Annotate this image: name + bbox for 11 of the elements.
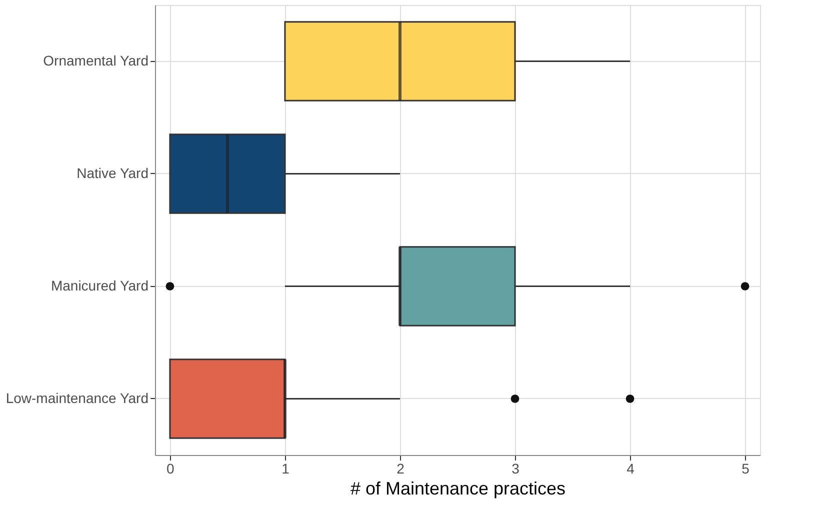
x-tick-label: 3 <box>512 460 520 476</box>
y-tick-label: Low-maintenance Yard <box>6 390 148 406</box>
x-tick-label: 0 <box>166 460 175 476</box>
y-tick-label: Manicured Yard <box>50 277 148 294</box>
x-tick-label: 2 <box>396 460 405 476</box>
y-tick-label: Native Yard <box>76 164 148 181</box>
x-tick-label: 1 <box>282 460 290 476</box>
x-tick-label: 4 <box>626 460 635 476</box>
y-tick-label: Ornamental Yard <box>43 52 148 68</box>
x-axis-title: # of Maintenance practices <box>350 478 566 498</box>
x-tick-label: 5 <box>742 460 750 476</box>
